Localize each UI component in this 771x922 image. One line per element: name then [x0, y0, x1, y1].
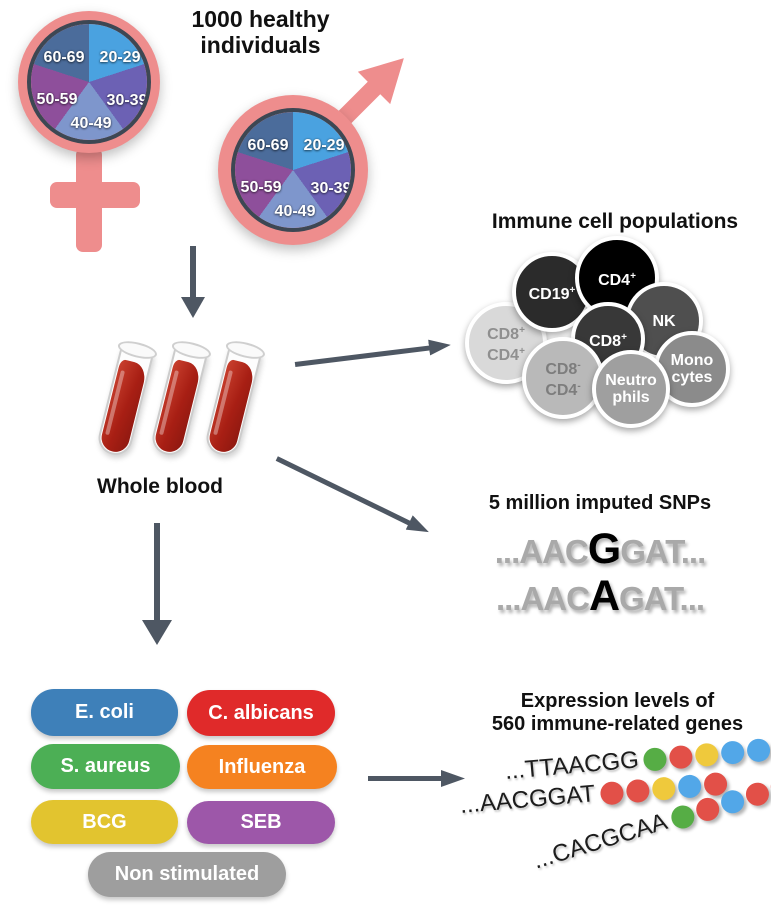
pie-label-20-29: 20-29 — [303, 137, 345, 154]
stimulus-bcg: BCG — [31, 800, 178, 844]
cell-neutrophils: Neutro phils — [592, 350, 670, 428]
male-symbol-icon: 20-29 30-39 40-49 50-59 60-69 — [210, 48, 435, 258]
expression-dot — [642, 746, 668, 772]
expression-dot — [717, 787, 747, 816]
stimuli-panel: E. coli C. albicans S. aureus Influenza … — [25, 680, 345, 910]
stimulus-ecoli: E. coli — [31, 689, 178, 736]
expression-dot — [599, 780, 624, 806]
expression-dot — [692, 794, 722, 824]
male-age-pie: 20-29 30-39 40-49 50-59 60-69 — [231, 108, 355, 232]
snp-sequence-row: ...AACGGAT... — [494, 525, 707, 573]
expression-dot — [668, 744, 694, 770]
snp-variant-letter: G — [587, 525, 621, 573]
female-age-pie: 20-29 30-39 40-49 50-59 60-69 — [27, 20, 151, 144]
snps-section: 5 million imputed SNPs ...AACGGAT... ...… — [430, 492, 770, 621]
immune-cell-cluster: CD8+ CD4+ CD19+ CD4+ NK Mono cytes CD8+ … — [455, 236, 755, 435]
immune-cells-title: Immune cell populations — [491, 210, 739, 233]
pie-label-60-69: 60-69 — [247, 137, 289, 154]
expression-dot — [624, 778, 650, 803]
expression-title: Expression levels of 560 immune-related … — [491, 690, 744, 735]
female-symbol-icon: 20-29 30-39 40-49 50-59 60-69 — [15, 8, 195, 263]
pie-label-50-59: 50-59 — [240, 179, 282, 196]
snps-title: 5 million imputed SNPs — [488, 492, 712, 514]
stimulus-calbicans: C. albicans — [187, 690, 335, 736]
expression-dot — [676, 773, 702, 799]
pie-label-30-39: 30-39 — [310, 180, 352, 197]
stimulus-influenza: Influenza — [187, 745, 337, 789]
snp-variant-letter: A — [588, 572, 620, 620]
blood-tube-icon — [202, 337, 267, 459]
expression-dot — [746, 737, 771, 763]
stimulus-seb: SEB — [187, 801, 335, 844]
expression-dot — [694, 741, 720, 767]
female-age-pie-fill — [31, 24, 147, 140]
arrow-to-snps — [273, 451, 435, 541]
male-age-pie-fill — [235, 112, 351, 228]
pie-label-60-69: 60-69 — [43, 49, 85, 66]
pie-label-40-49: 40-49 — [274, 203, 316, 220]
pie-label-30-39: 30-39 — [106, 92, 148, 109]
arrow-to-expression — [368, 770, 468, 787]
blood-tubes-icon — [94, 336, 290, 468]
whole-blood-label: Whole blood — [97, 475, 223, 498]
stimulus-saureus: S. aureus — [31, 744, 180, 789]
female-cross-horizontal — [50, 182, 140, 208]
expression-dot — [720, 739, 746, 765]
arrow-to-immune-cells — [294, 337, 455, 372]
pie-label-20-29: 20-29 — [99, 49, 141, 66]
expression-dot — [650, 775, 676, 801]
cell-cd8neg-cd4neg: CD8- CD4- — [522, 337, 604, 419]
expression-dot — [742, 779, 771, 809]
stimulus-non-stimulated: Non stimulated — [88, 852, 286, 897]
blood-tube-icon — [94, 337, 159, 459]
blood-tube-icon — [148, 337, 213, 459]
snp-sequence-row: ...AACAGAT... — [495, 572, 705, 620]
expression-dot — [668, 802, 697, 831]
pie-label-40-49: 40-49 — [70, 115, 112, 132]
main-title: 1000 healthy individuals — [191, 6, 330, 58]
pie-label-50-59: 50-59 — [36, 91, 78, 108]
